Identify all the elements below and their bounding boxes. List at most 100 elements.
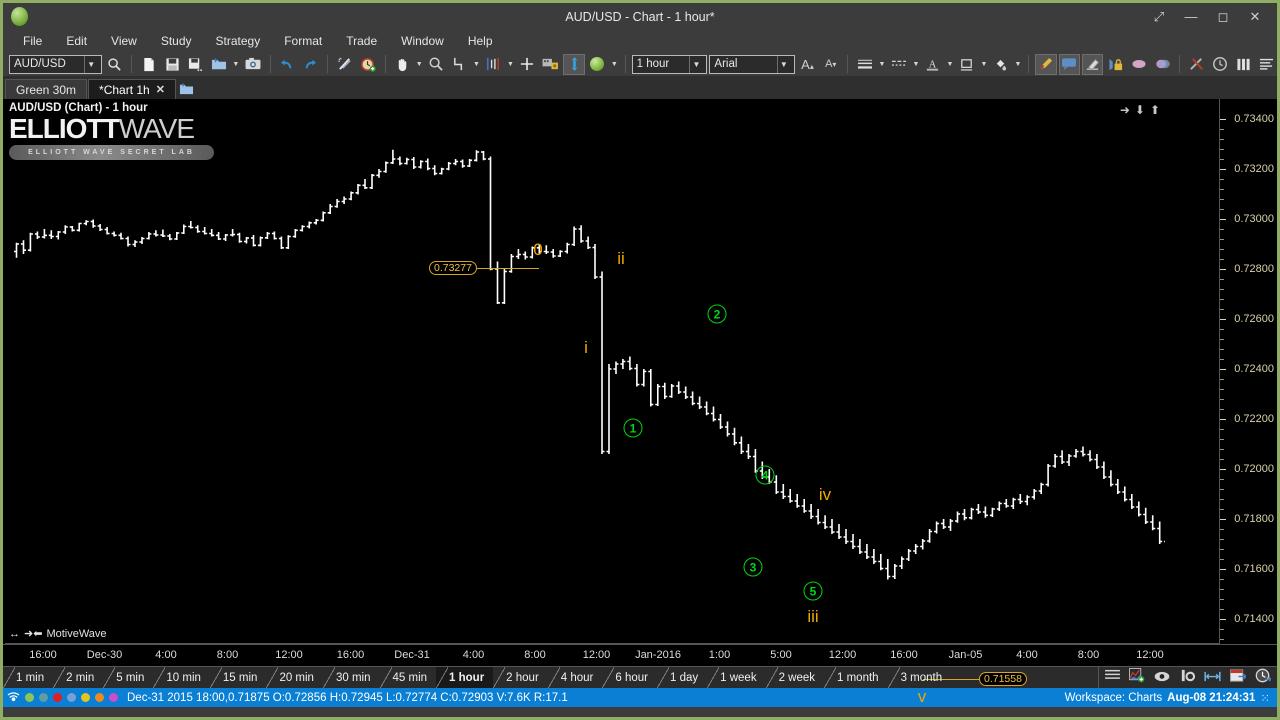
price-axis[interactable]: 0.73400 0.73200 0.73000 0.72800 0.72600 0.724… <box>1219 99 1277 644</box>
border-dropdown-icon[interactable]: ▼ <box>980 60 988 68</box>
wave-circle-1[interactable]: 1 <box>623 418 643 438</box>
fill-color-dropdown-icon[interactable]: ▼ <box>1014 60 1022 68</box>
clock-icon[interactable] <box>1209 54 1230 75</box>
maximize-button[interactable]: ◻ <box>1217 8 1229 24</box>
magic-wand-icon[interactable] <box>334 54 355 75</box>
status-dot[interactable] <box>25 693 34 702</box>
status-dot[interactable] <box>53 693 62 702</box>
blend-shape-icon[interactable] <box>1152 54 1173 75</box>
menu-trade[interactable]: Trade <box>346 34 378 48</box>
close-button[interactable]: ✕ <box>1249 8 1261 24</box>
menu-window[interactable]: Window <box>401 34 444 48</box>
wave-label-0[interactable]: 0 <box>533 240 543 259</box>
line-weight-icon[interactable] <box>854 54 875 75</box>
crosshair-icon[interactable] <box>517 54 538 75</box>
chevron-down-icon[interactable]: ▼ <box>776 55 790 73</box>
period-button-5-min[interactable]: 5 min <box>103 667 153 688</box>
pan-icon[interactable]: ➜⬅ <box>24 628 43 640</box>
menu-edit[interactable]: Edit <box>66 34 88 48</box>
period-button-1-week[interactable]: 1 week <box>707 667 765 688</box>
eye-icon[interactable] <box>1154 669 1170 687</box>
period-button-10-min[interactable]: 10 min <box>153 667 210 688</box>
undo-icon[interactable] <box>277 54 298 75</box>
keyboard-icon[interactable] <box>540 54 561 75</box>
period-button-20-min[interactable]: 20 min <box>266 667 323 688</box>
period-button-3-month[interactable]: 3 month <box>887 667 952 688</box>
tools-icon[interactable] <box>1186 54 1207 75</box>
chart-area[interactable]: AUD/USD (Chart) - 1 hour ELLIOTTWAVE ELL… <box>3 99 1277 706</box>
status-dot[interactable] <box>109 693 118 702</box>
menu-strategy[interactable]: Strategy <box>215 34 261 48</box>
period-button-2-min[interactable]: 2 min <box>53 667 103 688</box>
period-button-2-week[interactable]: 2 week <box>765 667 824 688</box>
period-button-1-month[interactable]: 1 month <box>824 667 888 688</box>
status-dot[interactable] <box>67 693 76 702</box>
minimize-button[interactable]: — <box>1184 9 1198 24</box>
hand-icon[interactable] <box>392 54 413 75</box>
price-plot[interactable]: AUD/USD (Chart) - 1 hour ELLIOTTWAVE ELL… <box>5 99 1223 706</box>
wave-label-iv[interactable]: iv <box>818 485 832 504</box>
comment-icon[interactable] <box>1058 53 1080 75</box>
time-axis[interactable]: 16:00 Dec-30 4:00 8:00 12:00 16:00 Dec-31 4:00 8… <box>3 644 1277 666</box>
open-folder-dropdown-icon[interactable]: ▼ <box>232 60 240 68</box>
lock-icon[interactable] <box>1105 54 1126 75</box>
line-dash-dropdown-icon[interactable]: ▼ <box>912 60 920 68</box>
bar-chart-dropdown-icon[interactable]: ▼ <box>506 60 514 68</box>
menu-view[interactable]: View <box>111 34 137 48</box>
period-button-2-hour[interactable]: 2 hour <box>493 667 548 688</box>
search-icon[interactable] <box>104 54 125 75</box>
wave-circle-2[interactable]: 2 <box>707 304 727 324</box>
period-button-45-min[interactable]: 45 min <box>379 667 437 688</box>
chevron-down-icon[interactable]: ▼ <box>84 55 97 73</box>
wave-label-v[interactable]: v <box>917 687 927 706</box>
pan-down-icon[interactable]: ⬇ <box>1134 103 1145 117</box>
status-dot[interactable] <box>95 693 104 702</box>
resize-grip-icon[interactable]: ⁙ <box>1260 692 1270 705</box>
status-dot[interactable] <box>81 693 90 702</box>
wave-label-ii[interactable]: ii <box>617 249 625 268</box>
font-combo[interactable]: Arial ▼ <box>709 54 795 74</box>
chevron-down-icon[interactable]: ▼ <box>689 55 702 73</box>
font-decrease-icon[interactable]: A▾ <box>825 58 837 70</box>
status-dot[interactable] <box>39 693 48 702</box>
wave-label-i[interactable]: i <box>584 338 588 357</box>
add-study-icon[interactable] <box>1129 667 1145 688</box>
columns-icon[interactable] <box>1233 54 1254 75</box>
line-weight-dropdown-icon[interactable]: ▼ <box>878 60 886 68</box>
period-button-1-day[interactable]: 1 day <box>657 667 707 688</box>
wave-circle-4[interactable]: 4 <box>755 465 775 485</box>
restore-button[interactable]: ⤢ <box>1153 8 1165 24</box>
chart-nav-arrows[interactable]: ➜ ⬇ ⬆ <box>1120 103 1160 117</box>
green-orb-dropdown-icon[interactable]: ▼ <box>610 60 618 68</box>
menu-file[interactable]: File <box>23 34 43 48</box>
line-dash-icon[interactable] <box>888 54 909 75</box>
alarm-clock-icon[interactable] <box>357 54 378 75</box>
time-icon[interactable] <box>1255 668 1273 688</box>
resize-horizontal-icon[interactable]: ↔ <box>9 627 20 640</box>
wave-circle-3[interactable]: 3 <box>743 557 763 577</box>
text-color-dropdown-icon[interactable]: ▼ <box>946 60 954 68</box>
period-button-1-hour[interactable]: 1 hour <box>436 667 494 688</box>
menu-study[interactable]: Study <box>160 34 192 48</box>
tab-green-30m[interactable]: Green 30m <box>5 79 88 99</box>
eraser-icon[interactable] <box>1081 53 1104 75</box>
calendar-icon[interactable] <box>1230 668 1248 688</box>
period-button-1-min[interactable]: 1 min <box>3 667 53 688</box>
pan-right-icon[interactable]: ➜ <box>1119 103 1130 117</box>
pan-up-icon[interactable]: ⬆ <box>1149 103 1160 117</box>
save-icon[interactable] <box>162 54 183 75</box>
low-price-tag[interactable]: 0.71558 <box>979 672 1027 686</box>
high-price-tag[interactable]: 0.73277 <box>429 261 477 275</box>
period-button-30-min[interactable]: 30 min <box>322 667 380 688</box>
list-icon[interactable] <box>1256 54 1277 75</box>
pencil-icon[interactable] <box>1035 53 1057 75</box>
step-line-dropdown-icon[interactable]: ▼ <box>472 60 480 68</box>
menu-icon[interactable] <box>1105 669 1120 687</box>
settings-icon[interactable] <box>1179 668 1196 688</box>
tab-chart-1h[interactable]: *Chart 1h ✕ <box>88 79 176 99</box>
symbol-combo[interactable]: AUD/USD ▼ <box>9 54 103 74</box>
new-tab-icon[interactable] <box>177 79 197 99</box>
zoom-icon[interactable] <box>426 54 447 75</box>
bar-chart-icon[interactable] <box>483 54 504 75</box>
period-button-4-hour[interactable]: 4 hour <box>547 667 603 688</box>
